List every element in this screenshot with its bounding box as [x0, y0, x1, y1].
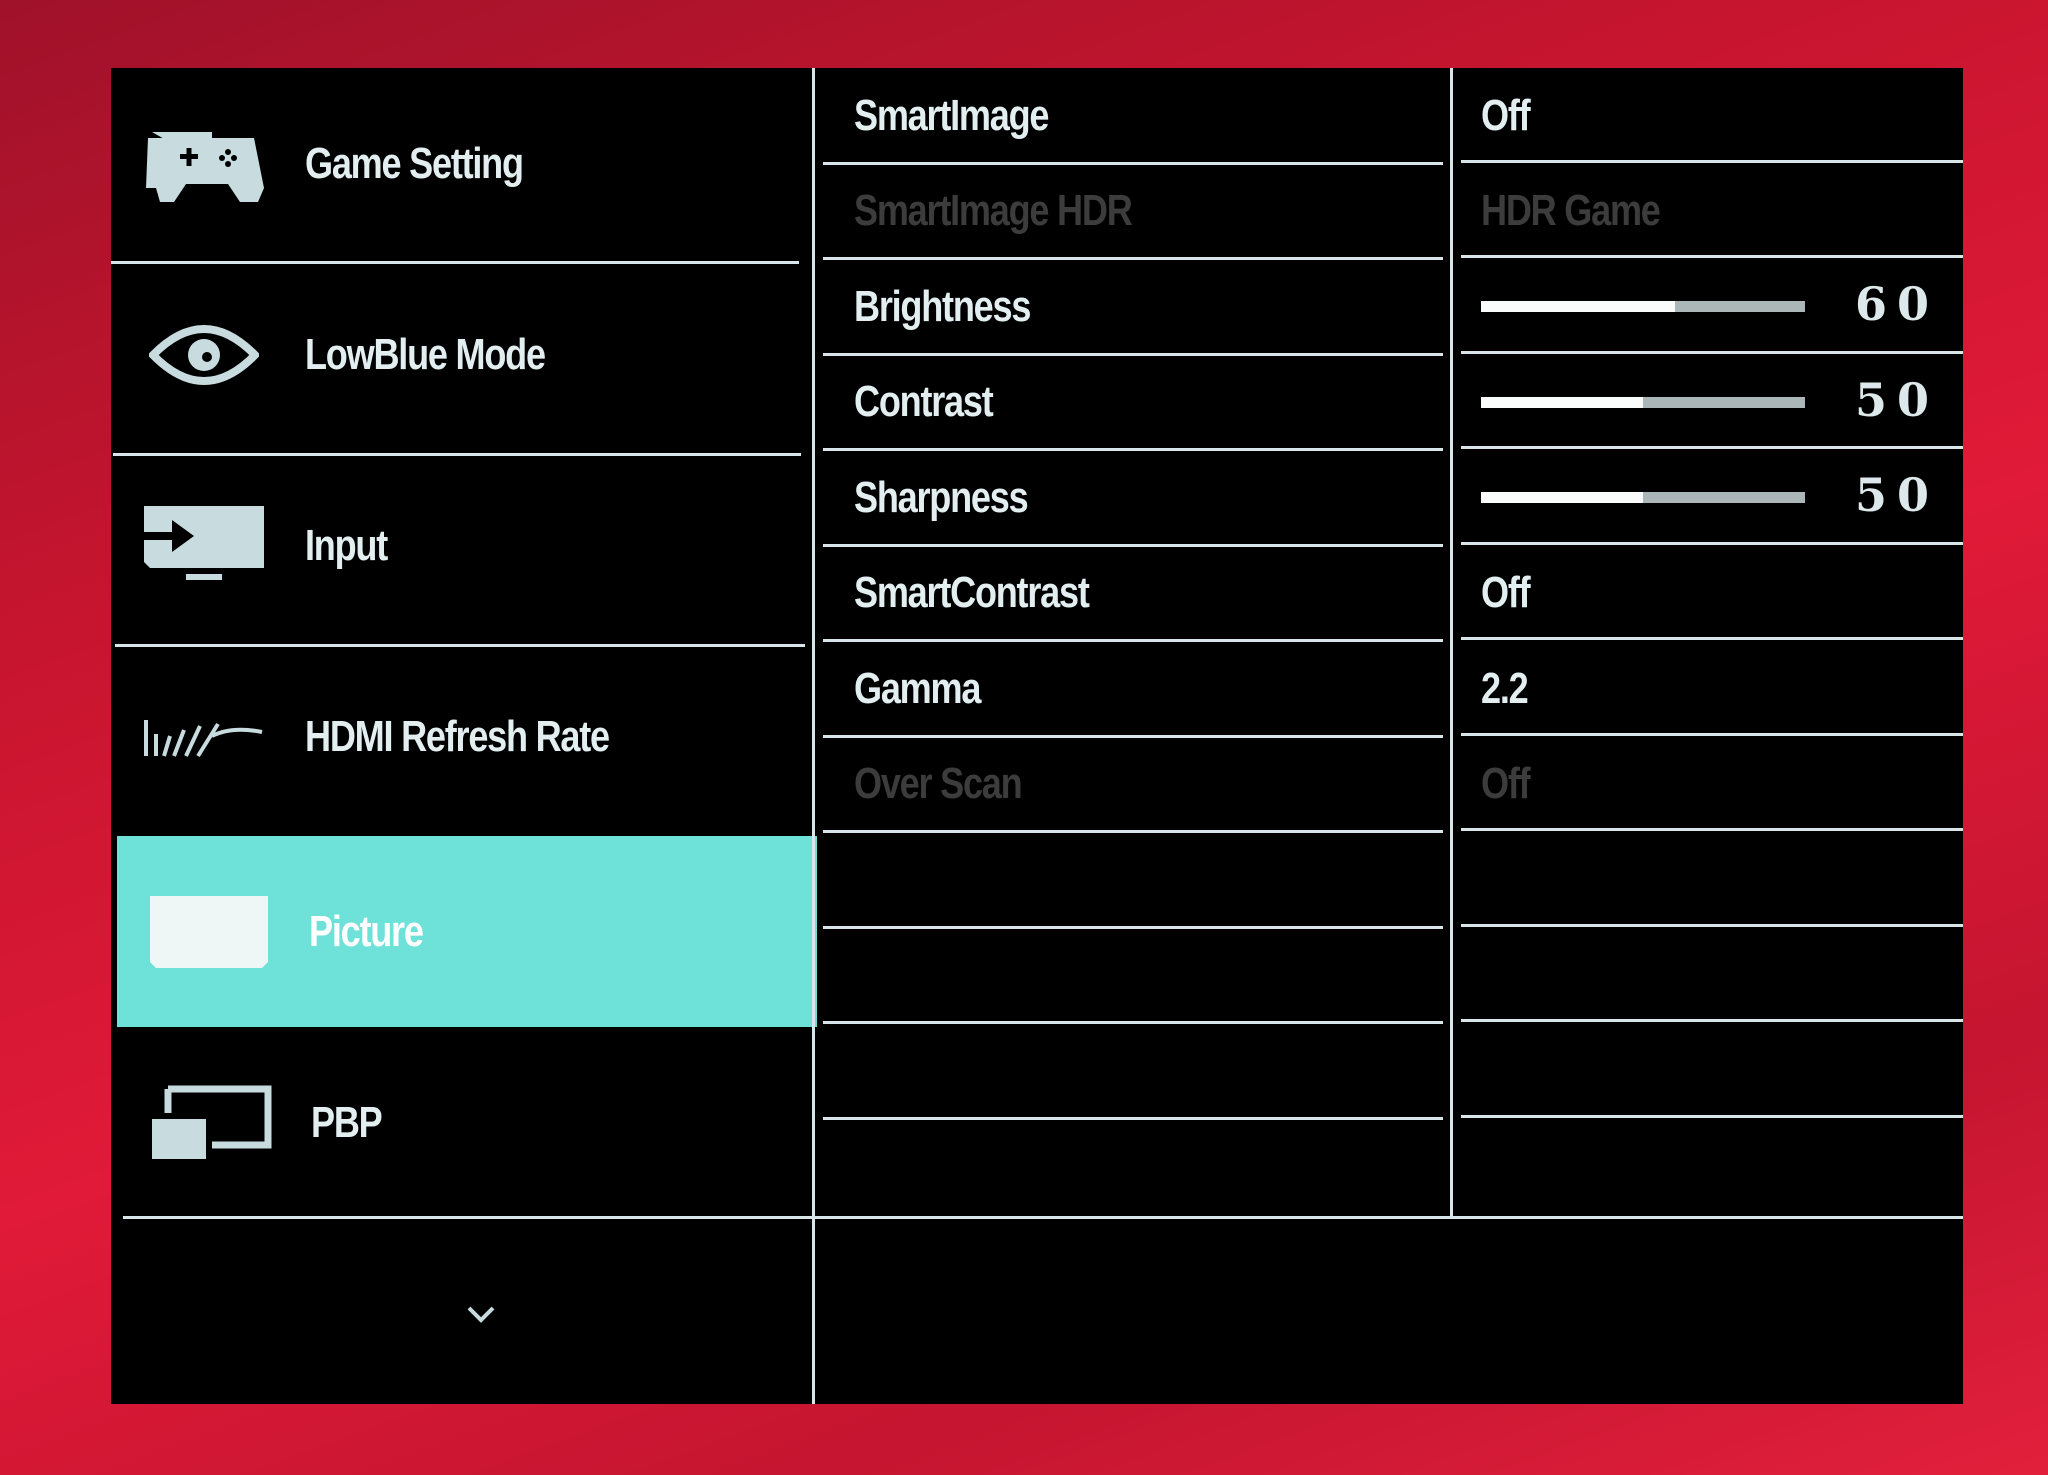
slider-fill [1481, 396, 1643, 408]
sidebar-item-label: Game Setting [305, 138, 524, 188]
divider [1461, 541, 1963, 545]
value-text: Off [1481, 90, 1531, 140]
slider-fill [1481, 492, 1643, 503]
divider [823, 925, 1443, 929]
refresh-rate-icon [139, 692, 269, 782]
slider-value: 60 [1855, 277, 1940, 331]
empty-row [812, 1023, 1450, 1119]
divider [113, 453, 801, 456]
setting-value: Off [1451, 737, 1963, 833]
divider [1461, 350, 1963, 354]
setting-smartcontrast[interactable]: SmartContrast [812, 546, 1450, 642]
setting-gamma[interactable]: Gamma [812, 641, 1450, 737]
empty-value [1451, 832, 1963, 928]
slider-value: 50 [1855, 468, 1940, 522]
chevron-down-icon[interactable] [466, 1304, 496, 1334]
divider [823, 1116, 1443, 1120]
value-text: HDR Game [1481, 186, 1661, 236]
setting-sharpness[interactable]: Sharpness [812, 450, 1450, 546]
divider [823, 352, 1443, 356]
value-text: 2.2 [1481, 663, 1529, 713]
sidebar-item-game-setting[interactable]: Game Setting [111, 68, 812, 259]
sidebar-item-label: PBP [311, 1097, 383, 1147]
divider [1461, 255, 1963, 258]
setting-value[interactable]: Off [1451, 546, 1963, 642]
divider [823, 448, 1443, 451]
pbp-icon [145, 1078, 275, 1168]
picture-icon [143, 887, 273, 977]
sidebar: Game Setting LowBlue Mode Input HDMI Ref… [111, 68, 817, 1404]
sidebar-item-pbp[interactable]: PBP [111, 1027, 812, 1218]
divider [823, 1021, 1443, 1024]
setting-smartimage[interactable]: SmartImage [812, 68, 1450, 164]
gamepad-icon [139, 119, 269, 209]
divider [1461, 732, 1963, 736]
divider [823, 734, 1443, 738]
slider-fill [1481, 301, 1676, 312]
value-text: Off [1481, 568, 1531, 618]
sidebar-item-picture[interactable]: Picture [117, 836, 817, 1027]
sidebar-item-label: HDMI Refresh Rate [305, 711, 610, 761]
setting-brightness[interactable]: Brightness [812, 259, 1450, 355]
divider [823, 639, 1443, 642]
value-text: Off [1481, 759, 1531, 809]
divider [823, 830, 1443, 833]
sidebar-item-label: LowBlue Mode [305, 329, 546, 379]
empty-value [1451, 1023, 1963, 1119]
setting-label: SmartContrast [854, 568, 1090, 618]
setting-contrast[interactable]: Contrast [812, 355, 1450, 451]
setting-label: Gamma [854, 663, 981, 713]
divider [123, 1216, 812, 1219]
divider [823, 543, 1443, 547]
sidebar-item-hdmi-refresh-rate[interactable]: HDMI Refresh Rate [111, 641, 812, 832]
setting-smartimage-hdr: SmartImage HDR [812, 164, 1450, 260]
divider [115, 644, 805, 647]
divider [1461, 446, 1963, 449]
divider [1461, 923, 1963, 927]
setting-label: Brightness [854, 281, 1031, 331]
divider [823, 161, 1443, 165]
column-divider [1450, 68, 1453, 1216]
empty-row [812, 1119, 1450, 1215]
setting-over-scan: Over Scan [812, 737, 1450, 833]
setting-value[interactable]: 2.2 [1451, 641, 1963, 737]
divider [1461, 1114, 1963, 1118]
empty-value [1451, 928, 1963, 1024]
setting-value[interactable]: 50 [1451, 450, 1963, 546]
sidebar-item-lowblue-mode[interactable]: LowBlue Mode [111, 259, 812, 450]
sidebar-item-label: Picture [309, 906, 424, 956]
empty-row [812, 832, 1450, 928]
osd-menu: Game Setting LowBlue Mode Input HDMI Ref… [111, 68, 1963, 1404]
divider [1461, 159, 1963, 163]
slider-value: 50 [1855, 372, 1940, 427]
setting-value[interactable]: 60 [1451, 259, 1963, 355]
setting-label: SmartImage [854, 90, 1049, 140]
divider [815, 1216, 1963, 1219]
empty-row [812, 928, 1450, 1024]
value-slider[interactable] [1481, 301, 1805, 312]
divider [1461, 828, 1963, 831]
column-divider [812, 68, 815, 1404]
setting-value: HDR Game [1451, 164, 1963, 260]
input-icon [139, 501, 269, 591]
setting-label: Sharpness [854, 472, 1029, 522]
sidebar-item-input[interactable]: Input [111, 450, 812, 641]
divider [1461, 1019, 1963, 1022]
divider [111, 261, 799, 264]
setting-label: SmartImage HDR [854, 186, 1133, 236]
setting-label: Over Scan [854, 759, 1023, 809]
eye-icon [139, 310, 269, 400]
setting-label: Contrast [854, 377, 994, 427]
setting-value[interactable]: Off [1451, 68, 1963, 164]
divider [1461, 637, 1963, 640]
empty-value [1451, 1119, 1963, 1215]
value-slider[interactable] [1481, 396, 1805, 408]
divider [823, 257, 1443, 260]
sidebar-item-label: Input [305, 520, 388, 570]
setting-value[interactable]: 50 [1451, 355, 1963, 451]
value-slider[interactable] [1481, 492, 1805, 503]
